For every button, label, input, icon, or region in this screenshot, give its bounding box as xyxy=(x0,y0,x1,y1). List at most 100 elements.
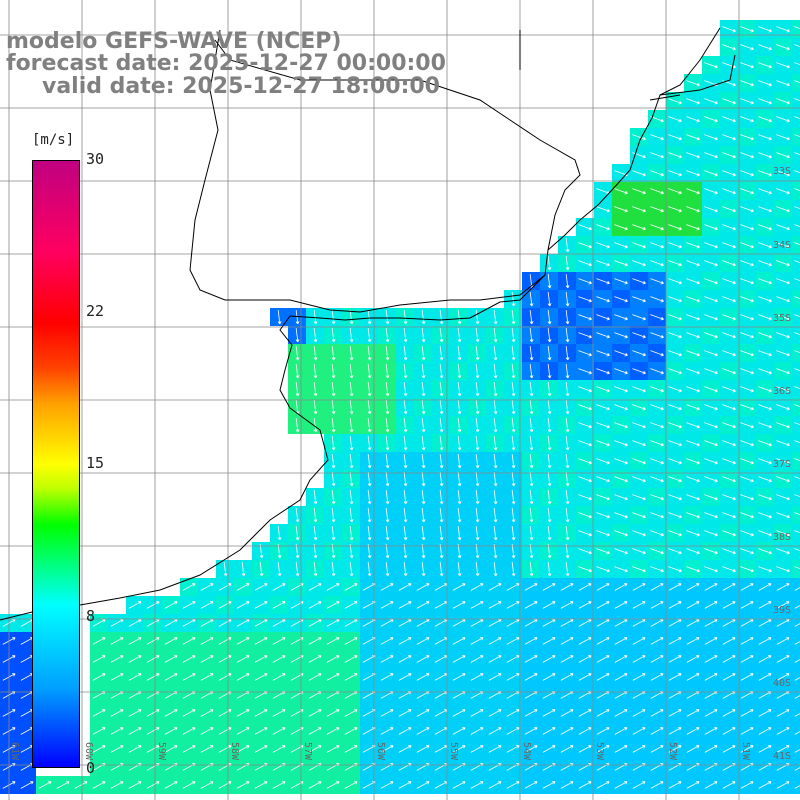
lat-label-35s: 35S xyxy=(773,313,792,324)
wind-arrow xyxy=(794,170,800,174)
land-border xyxy=(189,29,736,313)
wind-arrow xyxy=(758,170,772,177)
wind-arrow xyxy=(776,116,790,123)
lon-label-58w: 58W xyxy=(229,742,240,761)
wind-speed-cell xyxy=(792,200,800,218)
wind-arrow xyxy=(758,80,772,87)
wind-arrow xyxy=(146,727,160,735)
wind-arrow xyxy=(740,458,754,465)
lat-label-38s: 38S xyxy=(773,532,792,543)
wind-arrow xyxy=(331,310,336,325)
wind-arrow xyxy=(632,494,646,501)
wind-arrow xyxy=(403,364,408,379)
wind-arrow xyxy=(457,346,462,361)
wind-arrow xyxy=(686,422,700,429)
wind-arrow xyxy=(313,400,318,415)
wind-arrow xyxy=(200,745,214,753)
wind-speed-cell xyxy=(792,38,800,56)
wind-arrow xyxy=(794,350,800,354)
wind-arrow xyxy=(758,583,772,591)
wind-arrow xyxy=(475,346,480,361)
colorbar-tick-15: 15 xyxy=(86,454,105,472)
wind-arrow xyxy=(110,673,124,681)
wind-arrow xyxy=(421,364,426,379)
wind-arrow xyxy=(470,601,484,609)
wind-arrow xyxy=(367,490,372,505)
wind-arrow xyxy=(547,436,552,451)
wind-arrow xyxy=(722,152,736,159)
lat-label-33s: 33S xyxy=(773,166,792,177)
wind-arrow xyxy=(380,745,394,753)
wind-arrow xyxy=(704,673,718,681)
wind-arrow xyxy=(488,601,502,609)
wind-arrow xyxy=(182,673,196,681)
wind-arrow xyxy=(614,566,628,573)
wind-arrow xyxy=(758,673,772,681)
wind-arrow xyxy=(277,526,282,541)
wind-arrow xyxy=(650,422,664,429)
wind-arrow xyxy=(668,224,682,231)
wind-arrow xyxy=(632,619,646,627)
wind-arrow xyxy=(686,601,700,609)
wind-arrow xyxy=(367,418,372,433)
wind-arrow xyxy=(668,440,682,447)
wind-arrow xyxy=(164,655,178,663)
wind-arrow xyxy=(475,472,480,487)
lon-label-53w: 53W xyxy=(594,742,605,761)
wind-arrow xyxy=(529,400,534,415)
wind-arrow xyxy=(457,418,462,433)
wind-arrow xyxy=(776,745,790,753)
wind-arrow xyxy=(92,727,106,735)
wind-arrow xyxy=(668,170,682,177)
wind-speed-cell xyxy=(792,686,800,704)
wind-arrow xyxy=(164,619,178,627)
wind-arrow xyxy=(344,601,358,609)
wind-arrow xyxy=(349,562,354,577)
wind-arrow xyxy=(740,709,754,717)
wind-arrow xyxy=(722,440,736,447)
wind-arrow xyxy=(794,476,800,480)
wind-arrow xyxy=(740,601,754,609)
wind-arrow xyxy=(439,508,444,523)
wind-arrow xyxy=(565,328,570,343)
wind-arrow xyxy=(326,619,340,627)
wind-arrow xyxy=(794,188,800,192)
wind-arrow xyxy=(776,566,790,573)
wind-arrow xyxy=(740,781,754,789)
wind-arrow xyxy=(398,673,412,681)
wind-arrow xyxy=(547,256,552,271)
wind-arrow xyxy=(794,26,800,30)
wind-arrow xyxy=(632,260,646,267)
wind-arrow xyxy=(776,530,790,537)
wind-arrow xyxy=(560,673,574,681)
wind-arrow xyxy=(722,170,736,177)
wind-arrow xyxy=(493,328,498,343)
wind-arrow xyxy=(511,418,516,433)
wind-speed-cell xyxy=(792,236,800,254)
wind-arrow xyxy=(565,454,570,469)
wind-arrow xyxy=(128,745,142,753)
wind-arrow xyxy=(295,310,300,325)
wind-arrow xyxy=(475,400,480,415)
wind-arrow xyxy=(686,332,700,339)
wind-arrow xyxy=(758,566,772,573)
wind-arrow xyxy=(92,709,106,717)
wind-speed-cell xyxy=(792,416,800,434)
wind-arrow xyxy=(110,619,124,627)
wind-arrow xyxy=(380,601,394,609)
wind-arrow xyxy=(758,152,772,159)
wind-arrow xyxy=(506,745,520,753)
lat-label-36s: 36S xyxy=(773,386,792,397)
wind-arrow xyxy=(740,314,754,321)
wind-arrow xyxy=(403,454,408,469)
wind-arrow xyxy=(344,583,358,591)
wind-arrow xyxy=(295,364,300,379)
wind-arrow xyxy=(704,494,718,501)
wind-arrow xyxy=(547,400,552,415)
wind-arrow xyxy=(614,260,628,267)
wind-arrow xyxy=(650,655,664,663)
wind-arrow xyxy=(128,781,142,789)
wind-arrow xyxy=(668,583,682,591)
wind-arrow xyxy=(511,436,516,451)
wind-arrow xyxy=(740,278,754,285)
